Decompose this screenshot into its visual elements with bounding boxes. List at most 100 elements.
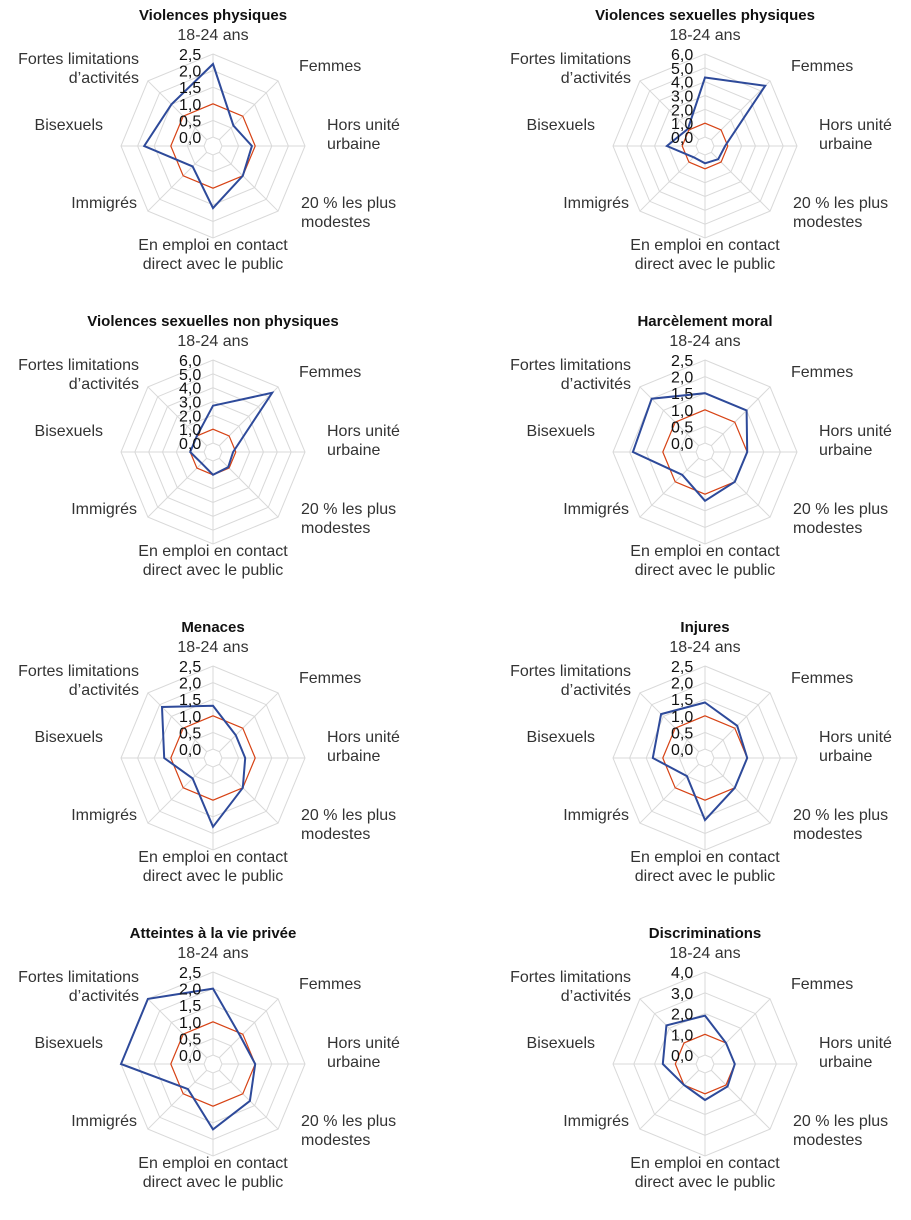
axis-label-line: Femmes xyxy=(791,976,853,993)
axis-label-line: 20 % les plus xyxy=(301,195,396,212)
axis-label: Bisexuels xyxy=(35,117,103,134)
axis-label: Hors unité urbaine xyxy=(327,423,400,459)
axis-label: 18-24 ans xyxy=(669,333,740,350)
radar-panel: Discriminations 0,0 1,0 2,0 3,0 4,0 18-24 ans F… xyxy=(492,918,911,1220)
axis-label-line: Immigrés xyxy=(71,501,137,518)
axis-label-line: Immigrés xyxy=(563,501,629,518)
axis-label-line: modestes xyxy=(301,826,370,843)
tick-label: 4,0 xyxy=(671,75,693,92)
series-reference-line xyxy=(170,715,256,801)
series-main-line xyxy=(651,701,749,822)
axis-label-line: Femmes xyxy=(791,670,853,687)
axis-label: 18-24 ans xyxy=(177,333,248,350)
tick-label: 3,0 xyxy=(179,395,201,412)
axis-spoke xyxy=(639,152,699,212)
radar-chart: Injures 0,00,51,01,52,02,5 18-24 ans Femmes… xyxy=(510,619,892,885)
axis-spoke xyxy=(219,1070,279,1130)
tick-label: 2,0 xyxy=(179,982,201,999)
axis-label-line: Femmes xyxy=(299,58,361,75)
series-reference-line xyxy=(662,715,748,801)
axis-label: Fortes limitations d’activités xyxy=(510,663,631,699)
tick-label: 1,0 xyxy=(179,422,201,439)
axis-label-line: direct avec le public xyxy=(143,256,284,273)
series-main-line xyxy=(661,1014,736,1102)
chart-title: Violences sexuelles physiques xyxy=(595,7,815,24)
axis-label-line: modestes xyxy=(793,826,862,843)
axis-spoke xyxy=(147,1070,207,1130)
axis-spoke xyxy=(711,152,771,212)
axis-label-line: Femmes xyxy=(299,670,361,687)
axis-label-line: 18-24 ans xyxy=(177,945,248,962)
grid-ring xyxy=(695,748,715,768)
tick-label: 0,0 xyxy=(671,130,693,147)
axis-label-line: d’activités xyxy=(69,70,139,87)
radar-panel: Atteintes à la vie privée 0,0 0,5 1,0 1,5 2,0… xyxy=(0,918,455,1220)
axis-spoke xyxy=(219,998,279,1058)
axis-label-line: 18-24 ans xyxy=(669,333,740,350)
tick-label: 1,5 xyxy=(179,692,201,709)
axis-spoke xyxy=(147,458,207,518)
axis-label: 20 % les plus modestes xyxy=(793,807,888,843)
axis-label-line: 20 % les plus xyxy=(793,807,888,824)
axis-label: Femmes xyxy=(299,976,361,993)
axis-label-line: Immigrés xyxy=(563,1113,629,1130)
axis-label: Fortes limitations d’activités xyxy=(18,357,139,393)
axis-label-line: 20 % les plus xyxy=(793,195,888,212)
tick-label: 0,0 xyxy=(671,742,693,759)
series-reference-line xyxy=(170,1021,256,1107)
series-main-line xyxy=(631,392,749,503)
tick-label: 0,5 xyxy=(179,113,201,130)
axis-spoke xyxy=(711,998,771,1058)
axis-label-line: direct avec le public xyxy=(635,1174,776,1191)
axis-label: Bisexuels xyxy=(527,117,595,134)
axis-label: Fortes limitations d’activités xyxy=(18,663,139,699)
axis-label: Fortes limitations d’activités xyxy=(18,51,139,87)
axis-label: Bisexuels xyxy=(35,729,103,746)
axis-label-line: d’activités xyxy=(561,376,631,393)
axis-label: Immigrés xyxy=(71,1113,137,1130)
axis-label: Bisexuels xyxy=(35,423,103,440)
axis-label-line: urbaine xyxy=(819,442,872,459)
axis-label: Hors unité urbaine xyxy=(819,117,892,153)
axis-label-line: Femmes xyxy=(791,58,853,75)
axis-label: Immigrés xyxy=(563,501,629,518)
grid-ring xyxy=(695,136,715,156)
axis-label: En emploi en contact direct avec le publi… xyxy=(138,237,288,273)
axis-label-line: Immigrés xyxy=(71,195,137,212)
axis-label-line: d’activités xyxy=(69,376,139,393)
axis-label: En emploi en contact direct avec le publi… xyxy=(630,543,780,579)
axis-label: En emploi en contact direct avec le publi… xyxy=(138,543,288,579)
axis-spoke xyxy=(711,1070,771,1130)
grid-ring xyxy=(203,136,223,156)
tick-label: 2,5 xyxy=(179,659,201,676)
axis-spoke xyxy=(147,692,207,752)
axis-label-line: Fortes limitations xyxy=(18,969,139,986)
chart-title: Menaces xyxy=(181,619,244,636)
axis-label-line: d’activités xyxy=(561,988,631,1005)
tick-label: 1,0 xyxy=(179,97,201,114)
axis-label-line: Fortes limitations xyxy=(510,357,631,374)
axis-label-line: direct avec le public xyxy=(143,1174,284,1191)
radar-panel: Injures 0,0 0,5 1,0 1,5 2,0 2,5 18-24 ans Femmes… xyxy=(492,612,911,914)
chart-title: Harcèlement moral xyxy=(637,313,772,330)
axis-label-line: modestes xyxy=(793,1132,862,1149)
tick-label: 1,0 xyxy=(671,403,693,420)
radar-panel: Violences sexuelles physiques 0,0 1,0 2,0 3,… xyxy=(492,0,911,302)
axis-spoke xyxy=(639,692,699,752)
tick-label: 2,5 xyxy=(671,659,693,676)
axis-label: Immigrés xyxy=(71,807,137,824)
axis-label-line: Bisexuels xyxy=(527,1035,595,1052)
axis-label-line: Femmes xyxy=(299,364,361,381)
axis-label-line: direct avec le public xyxy=(143,562,284,579)
tick-label: 6,0 xyxy=(179,353,201,370)
axis-label-line: Hors unité xyxy=(327,117,400,134)
axis-label: En emploi en contact direct avec le publi… xyxy=(630,237,780,273)
grid-ring xyxy=(203,748,223,768)
axis-label: Fortes limitations d’activités xyxy=(510,969,631,1005)
axis-label: 18-24 ans xyxy=(669,27,740,44)
axis-label-line: d’activités xyxy=(561,682,631,699)
tick-label: 0,5 xyxy=(671,419,693,436)
tick-label: 2,5 xyxy=(179,965,201,982)
axis-spoke xyxy=(147,764,207,824)
axis-label-line: urbaine xyxy=(819,1054,872,1071)
